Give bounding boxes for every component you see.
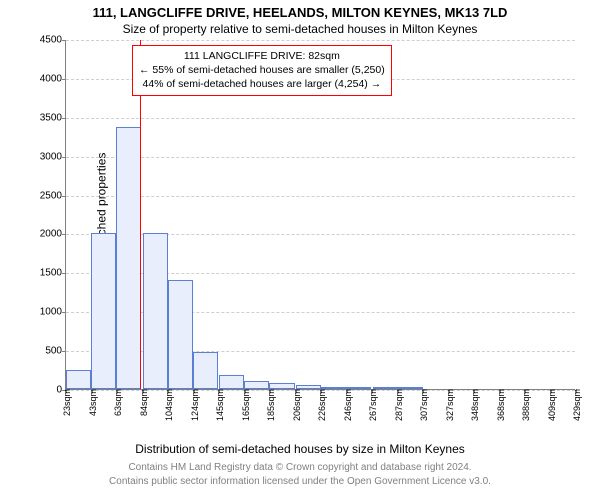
gridline-h: [66, 157, 575, 158]
xtick-label: 206sqm: [292, 389, 302, 421]
xtick-label: 124sqm: [190, 389, 200, 421]
xtick-label: 145sqm: [215, 389, 225, 421]
xtick-label: 165sqm: [241, 389, 251, 421]
annotation-line2: ← 55% of semi-detached houses are smalle…: [139, 63, 385, 77]
histogram-bar: [193, 352, 218, 389]
histogram-bar: [296, 385, 321, 389]
ytick-label: 3500: [40, 112, 66, 123]
xtick-label: 307sqm: [419, 389, 429, 421]
histogram-bar: [219, 375, 244, 389]
ytick-label: 1000: [40, 307, 66, 318]
xtick-label: 43sqm: [88, 389, 98, 416]
histogram-bar: [168, 280, 193, 389]
gridline-h: [66, 196, 575, 197]
ytick-label: 4500: [40, 35, 66, 46]
histogram-bar: [269, 383, 294, 389]
copyright-line2: Contains public sector information licen…: [0, 476, 600, 487]
xtick-label: 246sqm: [343, 389, 353, 421]
annotation-box: 111 LANGCLIFFE DRIVE: 82sqm ← 55% of sem…: [132, 45, 392, 96]
histogram-bar: [143, 233, 168, 389]
xtick-label: 327sqm: [445, 389, 455, 421]
xtick-label: 409sqm: [547, 389, 557, 421]
xtick-label: 104sqm: [164, 389, 174, 421]
chart-title-line1: 111, LANGCLIFFE DRIVE, HEELANDS, MILTON …: [0, 5, 600, 20]
xtick-label: 388sqm: [521, 389, 531, 421]
ytick-label: 4000: [40, 73, 66, 84]
histogram-bar: [91, 233, 116, 389]
gridline-h: [66, 118, 575, 119]
annotation-line1: 111 LANGCLIFFE DRIVE: 82sqm: [139, 49, 385, 63]
chart-title-line2: Size of property relative to semi-detach…: [0, 22, 600, 36]
histogram-bar: [321, 387, 346, 389]
ytick-label: 2000: [40, 229, 66, 240]
copyright-line1: Contains HM Land Registry data © Crown c…: [0, 462, 600, 473]
annotation-line3: 44% of semi-detached houses are larger (…: [139, 77, 385, 91]
histogram-bar: [116, 127, 141, 389]
xtick-label: 63sqm: [113, 389, 123, 416]
ytick-label: 3000: [40, 151, 66, 162]
histogram-bar: [346, 387, 371, 389]
xtick-label: 287sqm: [394, 389, 404, 421]
xtick-label: 23sqm: [62, 389, 72, 416]
xtick-label: 429sqm: [572, 389, 582, 421]
histogram-bar: [398, 387, 423, 389]
xtick-label: 226sqm: [317, 389, 327, 421]
ytick-label: 500: [45, 346, 66, 357]
histogram-bar: [244, 381, 269, 389]
xtick-label: 348sqm: [470, 389, 480, 421]
gridline-h: [66, 40, 575, 41]
xtick-label: 368sqm: [496, 389, 506, 421]
ytick-label: 2500: [40, 190, 66, 201]
xtick-label: 185sqm: [266, 389, 276, 421]
xtick-label: 84sqm: [139, 389, 149, 416]
xtick-label: 267sqm: [368, 389, 378, 421]
histogram-bar: [373, 387, 398, 389]
ytick-label: 1500: [40, 268, 66, 279]
x-axis-label: Distribution of semi-detached houses by …: [0, 442, 600, 456]
histogram-bar: [66, 370, 91, 389]
